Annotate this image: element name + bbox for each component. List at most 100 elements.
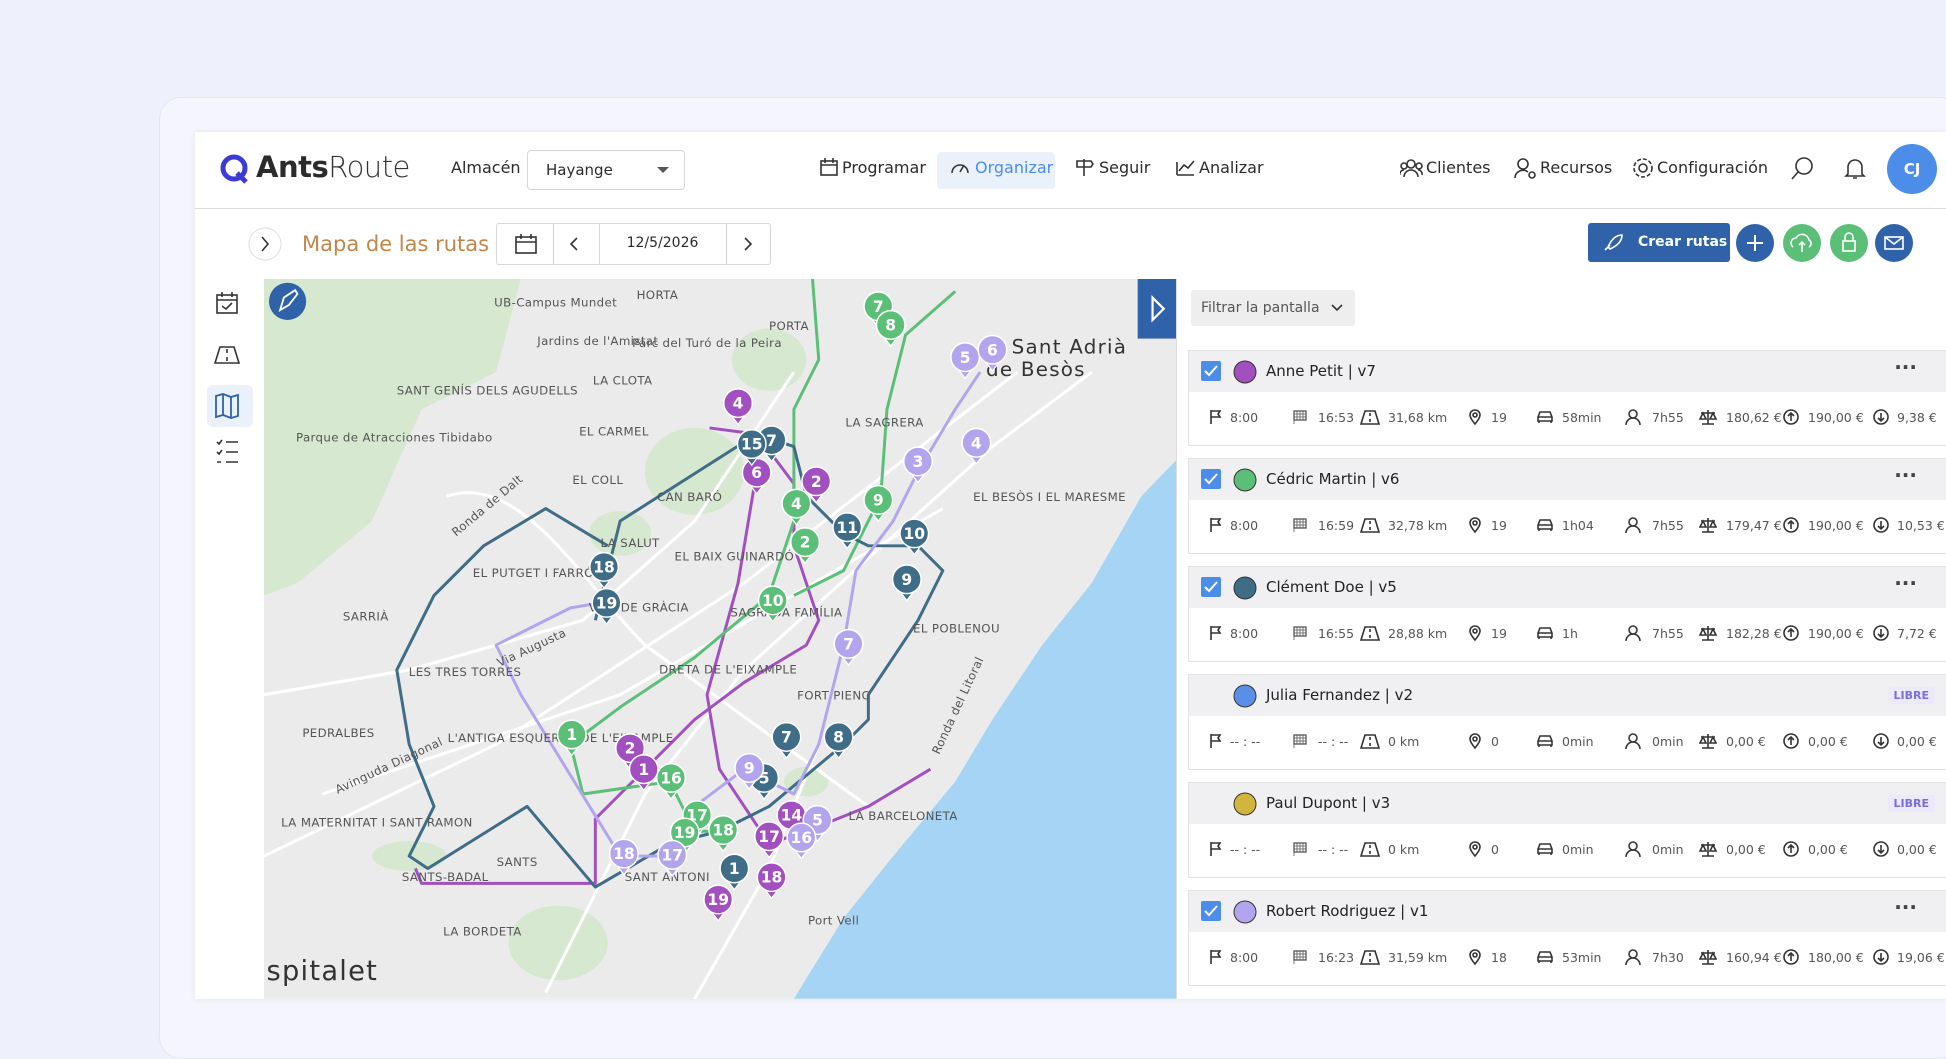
stop-number: 16 [660, 769, 682, 787]
route-stop[interactable]: 19 [703, 884, 734, 922]
route-stop[interactable]: 7 [833, 628, 864, 666]
place-label: spitalet [267, 956, 379, 987]
stat-icon [1469, 517, 1481, 534]
stop-number: 19 [674, 824, 696, 842]
route-card: Cédric Martin | v6 ··· 8:00 16:59 32,78 km 19… [1188, 458, 1946, 554]
stat-icon [1625, 517, 1641, 534]
next-day[interactable] [743, 237, 753, 251]
route-stop[interactable]: 18 [756, 862, 787, 900]
stop-number: 2 [800, 534, 811, 552]
route-stop[interactable]: 8 [823, 721, 854, 760]
route-stop[interactable]: 18 [708, 814, 739, 853]
route-badge: LIBRE [1887, 795, 1935, 812]
map-icon[interactable] [215, 393, 239, 419]
route-stop[interactable]: 7 [771, 721, 802, 760]
route-stop[interactable]: 9 [891, 564, 922, 602]
route-stop[interactable]: 19 [669, 817, 700, 855]
avatar[interactable]: CJ [1887, 144, 1937, 194]
stop-pin-head [863, 484, 894, 515]
panel-toggle[interactable] [1137, 279, 1176, 339]
route-stop[interactable]: 6 [977, 334, 1008, 372]
stat-icon [1360, 410, 1380, 425]
route-stop[interactable]: 16 [786, 822, 817, 860]
calendar-check-icon[interactable] [216, 292, 238, 314]
stop-number: 10 [762, 592, 784, 610]
route-stop[interactable]: 15 [736, 429, 767, 467]
date-control: 12/5/2026 [496, 223, 771, 265]
bell-icon[interactable] [1843, 156, 1867, 182]
nav-item[interactable]: Organizar [975, 158, 1054, 177]
route-stop[interactable]: 18 [608, 838, 639, 876]
route-stop[interactable]: 17 [754, 821, 785, 859]
stat: 179,47 € [1726, 518, 1782, 533]
route-stop[interactable]: 9 [863, 484, 894, 523]
route-stop[interactable]: 3 [902, 446, 934, 484]
upload-button[interactable] [1783, 224, 1821, 262]
route-stop[interactable]: 6 [741, 457, 772, 495]
route-stop[interactable]: 10 [757, 585, 788, 623]
road-icon[interactable] [213, 346, 241, 364]
route-stop[interactable]: 9 [734, 752, 765, 791]
menu-item[interactable]: Configuración [1657, 158, 1769, 177]
route-menu[interactable]: ··· [1894, 895, 1917, 919]
sea [793, 460, 1176, 999]
menu-item[interactable]: Clientes [1426, 158, 1491, 177]
route-stop[interactable]: 8 [875, 309, 906, 348]
route-stop[interactable]: 17 [657, 839, 688, 877]
route-checkbox[interactable] [1200, 900, 1222, 922]
draw-button[interactable] [268, 282, 307, 320]
add-button[interactable] [1736, 224, 1774, 262]
route-stop[interactable]: 1 [719, 853, 750, 891]
route-menu[interactable]: ··· [1894, 355, 1917, 379]
route-menu[interactable]: ··· [1894, 463, 1917, 487]
map[interactable]: HORTA PORTA UB-Campus Mundet Jardins de l'A… [264, 279, 1176, 999]
route-color [1233, 900, 1257, 924]
route-stop[interactable]: 10 [899, 518, 930, 556]
sidebar-toggle[interactable] [247, 226, 283, 262]
stat: 8:00 [1230, 410, 1259, 425]
place-label: Sant Adrià [1012, 335, 1127, 358]
route-stop[interactable]: 4 [781, 488, 812, 526]
route-checkbox[interactable] [1200, 360, 1222, 382]
route-stop[interactable]: 4 [961, 427, 992, 465]
place-label: LA SAGRERA [845, 416, 923, 430]
stat: 190,00 € [1808, 626, 1864, 641]
nav-item[interactable]: Programar [842, 158, 926, 177]
checklist-icon[interactable] [216, 439, 238, 463]
route-checkbox[interactable] [1200, 576, 1222, 598]
mail-button[interactable] [1875, 224, 1913, 262]
menu-item[interactable]: Recursos [1540, 158, 1613, 177]
route-menu[interactable]: ··· [1894, 571, 1917, 595]
stop-pin-head [591, 587, 622, 618]
prev-day[interactable] [569, 237, 579, 251]
logo-bold: Ants [256, 150, 329, 184]
stat-icon [1210, 626, 1222, 640]
stop-pin-head [734, 752, 765, 783]
route-stop[interactable]: 1 [556, 719, 587, 757]
calendar-icon[interactable] [515, 234, 537, 254]
route-stop[interactable]: 18 [589, 551, 620, 590]
route-stop[interactable]: 2 [801, 466, 832, 504]
lock-button[interactable] [1830, 224, 1868, 262]
stat: 18 [1491, 950, 1507, 965]
stop-pin-head [703, 884, 734, 915]
route-stop[interactable]: 19 [591, 587, 622, 626]
stat-icon [1625, 841, 1641, 858]
stat-icon [1293, 518, 1307, 532]
stop-number: 4 [971, 434, 982, 452]
search-icon[interactable] [1790, 156, 1816, 182]
create-routes-button[interactable]: Crear rutas [1588, 223, 1730, 262]
route-stop[interactable]: 2 [790, 527, 821, 565]
nav-item[interactable]: Analizar [1199, 158, 1264, 177]
route-stop[interactable]: 4 [723, 388, 754, 426]
stat-icon [1210, 950, 1222, 964]
route-stop[interactable]: 11 [832, 512, 863, 550]
place-label: EL COLL [572, 473, 623, 487]
warehouse-select[interactable]: Hayange [527, 150, 685, 190]
route-checkbox[interactable] [1200, 468, 1222, 490]
route-stop[interactable]: 1 [628, 754, 659, 792]
route-stop[interactable]: 16 [656, 762, 687, 800]
nav-item[interactable]: Seguir [1099, 158, 1151, 177]
filter-button[interactable]: Filtrar la pantalla [1191, 290, 1355, 326]
route-stop[interactable]: 5 [950, 342, 981, 380]
